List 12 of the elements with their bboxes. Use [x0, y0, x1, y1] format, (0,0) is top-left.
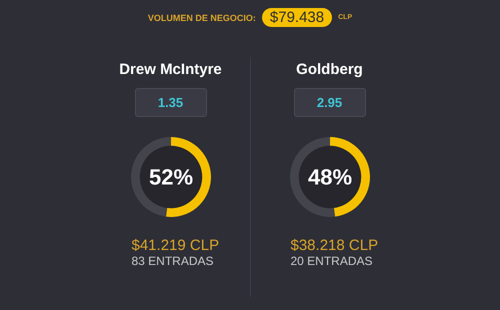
- data-label: 52%: [148, 164, 193, 190]
- text: 1.35: [134, 88, 206, 117]
- text: $38.218 CLP: [290, 237, 378, 254]
- text: 2.95: [294, 88, 366, 117]
- text: 20 ENTRADAS: [290, 254, 373, 268]
- chart-title: Goldberg: [296, 61, 363, 78]
- text: $79.438: [262, 8, 332, 27]
- text: VOLUMEN DE NEGOCIO:: [148, 12, 256, 22]
- data-label: 48%: [307, 164, 352, 190]
- text: 83 ENTRADAS: [132, 254, 214, 268]
- text: $41.219 CLP: [132, 237, 220, 254]
- chart-title: Drew McIntyre: [119, 61, 222, 78]
